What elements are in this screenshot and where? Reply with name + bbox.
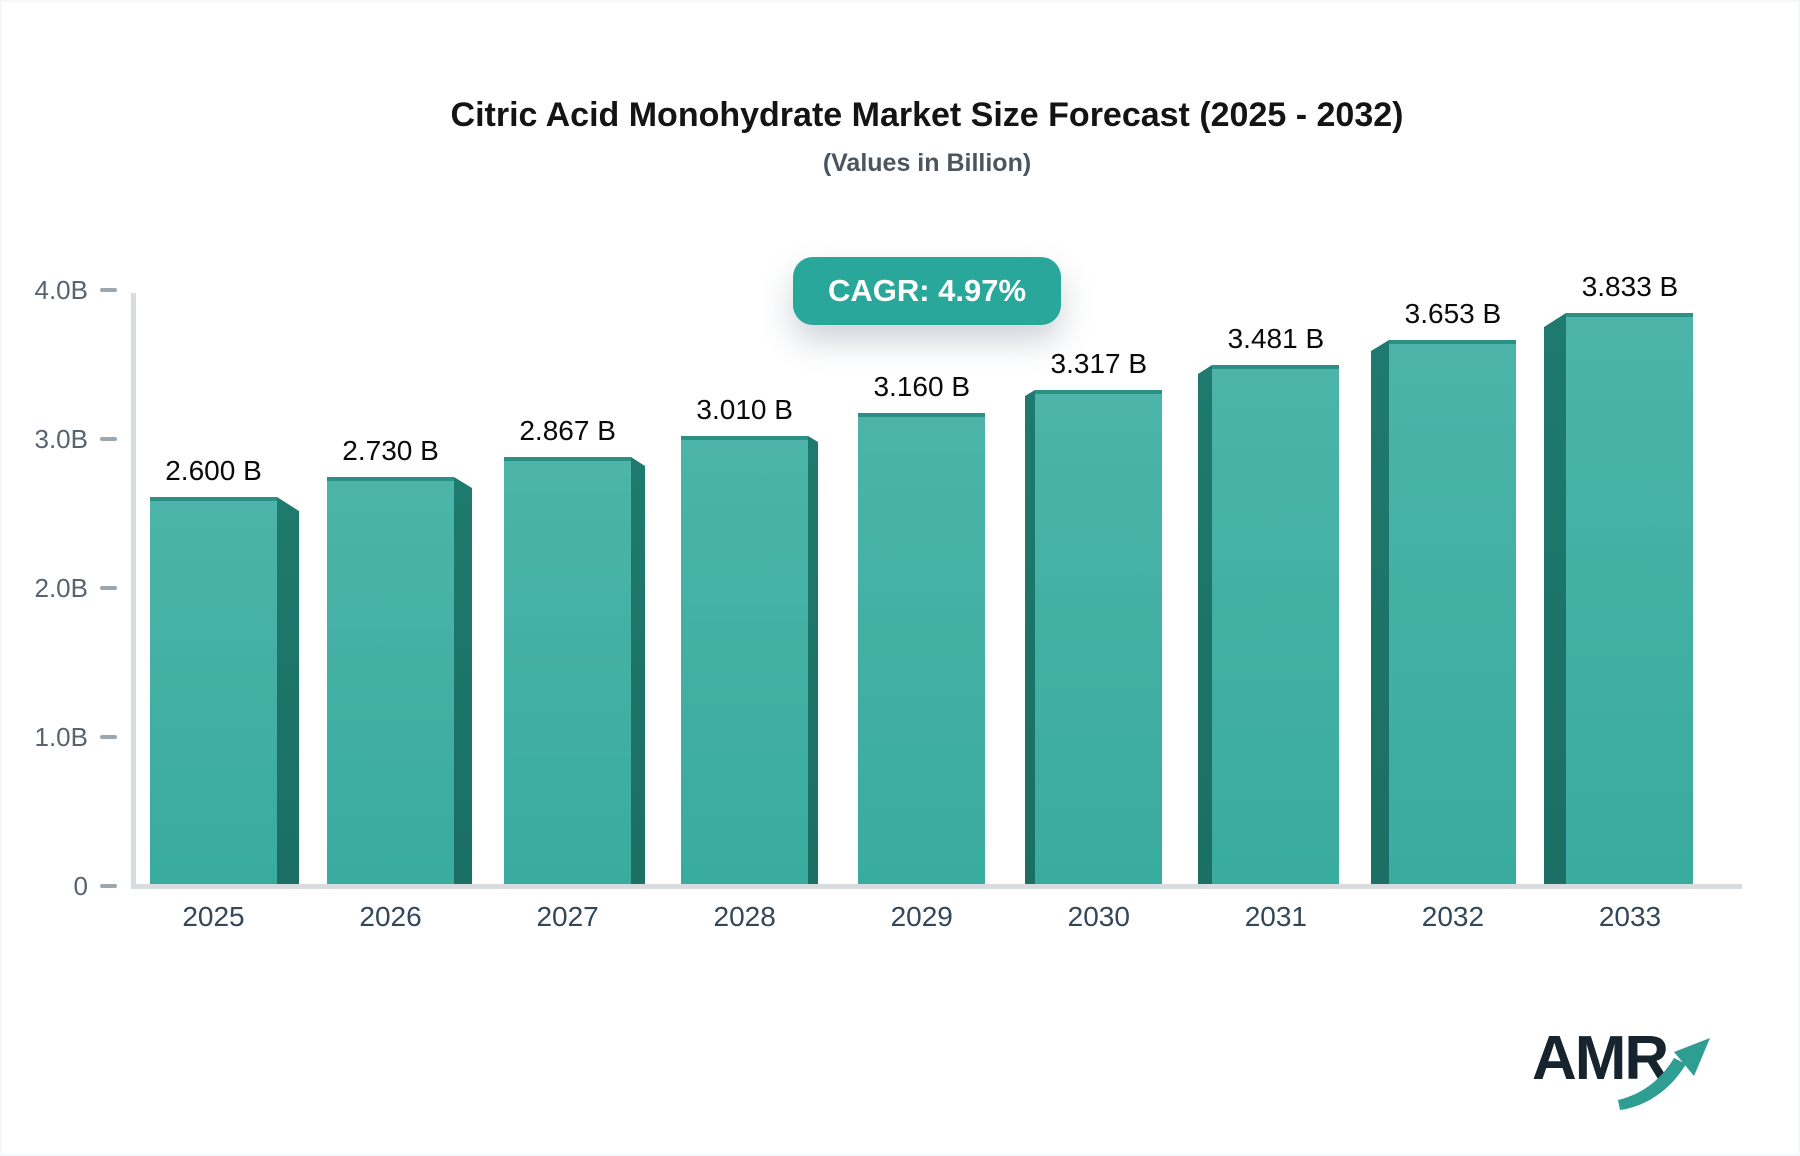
y-tick-label: 4.0B	[34, 275, 89, 305]
x-tick-label: 2027	[536, 901, 599, 932]
bar-value-label: 2.867 B	[519, 415, 616, 446]
bar-3d-side	[1371, 340, 1389, 884]
chart-subtitle: (Values in Billion)	[822, 149, 1032, 177]
x-tick-label: 2028	[713, 901, 776, 932]
x-tick-label: 2029	[890, 901, 953, 932]
bar-value-label: 3.010 B	[696, 394, 793, 425]
x-tick-label: 2033	[1598, 901, 1662, 932]
bar-3d-side	[808, 436, 818, 884]
y-tick-mark	[100, 735, 117, 739]
y-tick-label: 0	[73, 871, 88, 901]
bar-3d-side	[1025, 390, 1035, 884]
y-tick-mark	[100, 586, 117, 590]
bar-value-label: 3.653 B	[1404, 298, 1502, 329]
bar	[1212, 365, 1339, 884]
bar	[858, 413, 985, 884]
logo-text: AMR	[1532, 1024, 1669, 1093]
bar	[150, 497, 277, 884]
y-tick-label: 2.0B	[34, 573, 89, 603]
bar-3d-side	[631, 457, 645, 884]
bar-value-label: 3.833 B	[1581, 271, 1679, 302]
bar-value-label: 3.317 B	[1050, 348, 1148, 379]
y-tick-label: 3.0B	[34, 424, 89, 454]
chart-header: Citric Acid Monohydrate Market Size Fore…	[54, 96, 1800, 178]
x-tick-label: 2032	[1421, 901, 1485, 932]
y-tick-mark	[100, 437, 117, 441]
bar-3d-side	[277, 497, 299, 884]
cagr-badge: CAGR: 4.97%	[793, 257, 1061, 325]
y-tick-mark	[100, 884, 117, 888]
y-tick-mark	[100, 288, 117, 292]
bar	[327, 477, 454, 884]
bar	[1389, 340, 1516, 884]
bar	[504, 457, 631, 884]
y-tick-label: 1.0B	[34, 722, 89, 752]
bar-value-label: 2.730 B	[342, 435, 439, 466]
y-axis-line	[131, 293, 136, 884]
bar-3d-side	[1544, 313, 1566, 884]
bar-value-label: 3.481 B	[1227, 323, 1325, 354]
x-tick-label: 2030	[1067, 901, 1130, 932]
x-tick-label: 2031	[1244, 901, 1307, 932]
amr-logo: AMR	[1500, 1000, 1760, 1120]
bar-value-label: 2.600 B	[165, 455, 262, 486]
x-axis-line	[131, 884, 1742, 889]
bar-3d-side	[1198, 365, 1212, 884]
bar-value-label: 3.160 B	[873, 371, 970, 402]
bar	[1566, 313, 1693, 884]
chart-title: Citric Acid Monohydrate Market Size Fore…	[450, 96, 1404, 134]
growth-arrow-icon	[1618, 1038, 1710, 1110]
bar-3d-side	[454, 477, 472, 884]
bar	[1035, 390, 1162, 884]
x-tick-label: 2026	[359, 901, 422, 932]
x-tick-label: 2025	[182, 901, 245, 932]
bar	[681, 436, 808, 884]
